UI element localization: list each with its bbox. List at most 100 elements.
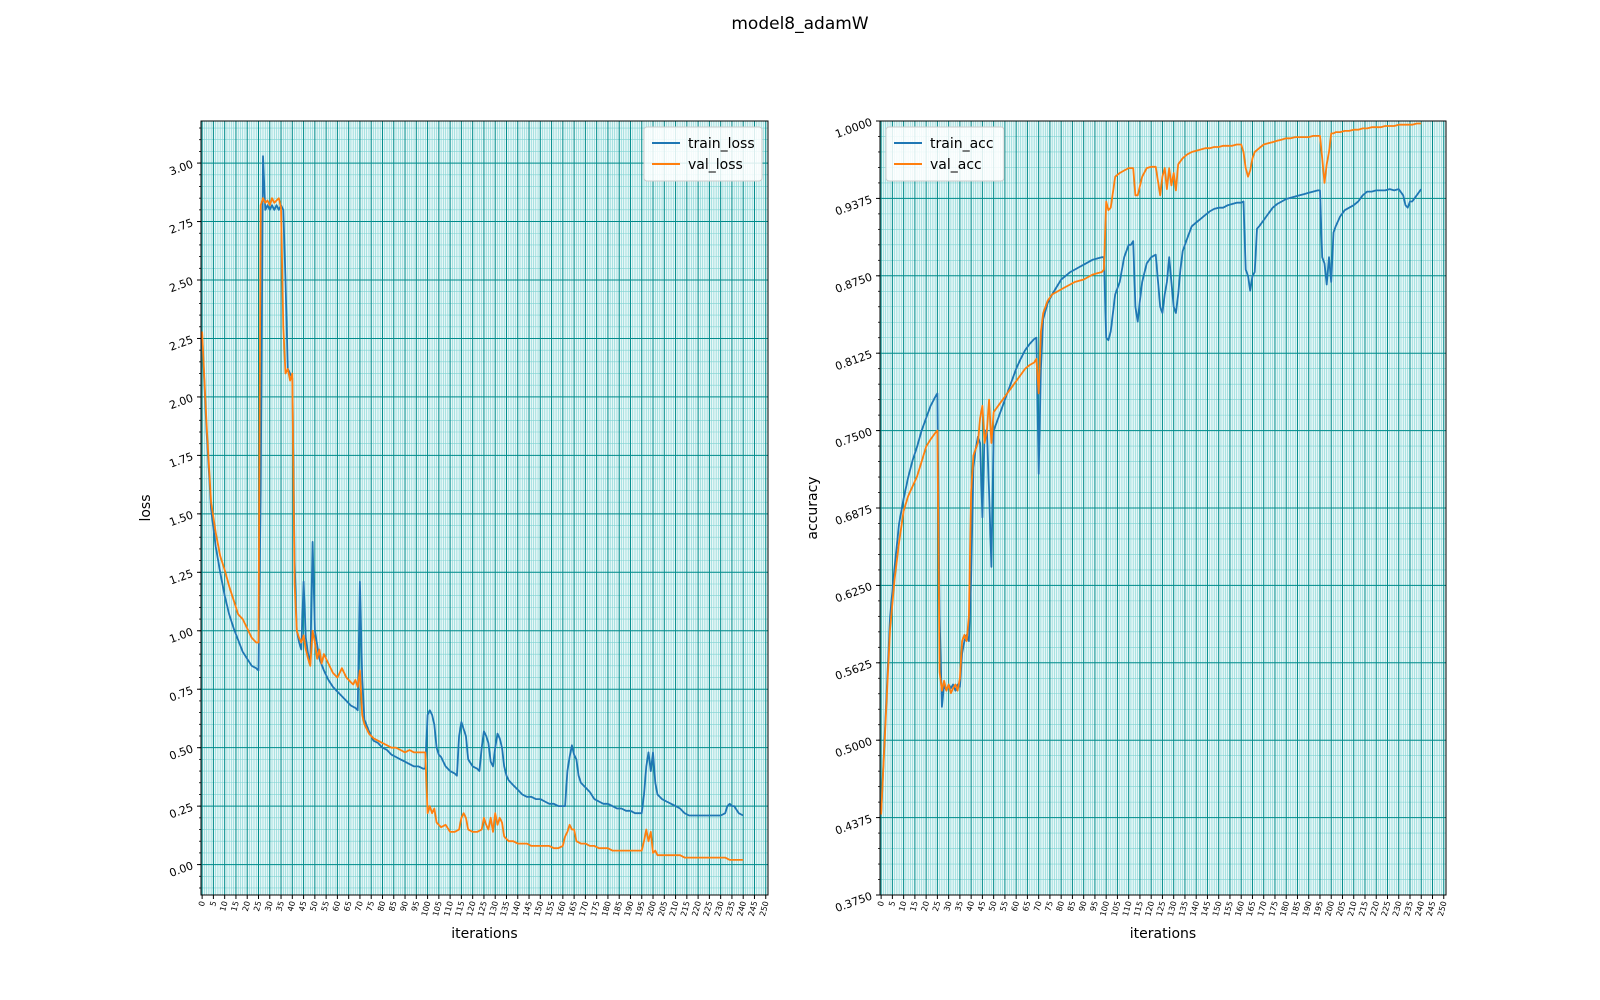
loss-chart-panel: 0 5 10 15 20 25 30 35 40 45 50 55 60 65 70 75 80 85 90 9510…: [138, 120, 771, 942]
x-tick-label: 210: [1346, 900, 1359, 917]
x-tick-label: 55: [999, 900, 1010, 912]
x-tick-label: 50: [308, 900, 319, 912]
figure-title: model8_adamW: [731, 14, 869, 34]
x-tick-label: 105: [1110, 900, 1123, 917]
series-lines: [880, 122, 1422, 815]
x-tick-label: 5: [887, 900, 897, 907]
x-tick-label: 30: [263, 900, 274, 912]
y-tick-label: 0.6875: [833, 503, 874, 528]
x-tick-label: 170: [1256, 900, 1269, 917]
y-tick-label: 0.3750: [833, 890, 874, 915]
x-tick-label: 195: [634, 900, 647, 917]
x-tick-label: 245: [747, 900, 760, 917]
y-tick-label: 0.9375: [833, 193, 874, 218]
x-tick-label: 95: [1089, 900, 1100, 912]
y-axis-label: accuracy: [805, 476, 821, 539]
x-tick-label: 5: [208, 900, 218, 907]
x-tick-label: 85: [1066, 900, 1077, 912]
x-tick-label: 235: [1402, 900, 1415, 917]
x-tick-label: 185: [611, 900, 624, 917]
x-tick-label: 25: [252, 900, 263, 912]
x-tick-label: 20: [241, 900, 252, 912]
y-tick-label: 1.0000: [833, 116, 874, 141]
x-tick-label: 20: [920, 900, 931, 912]
y-tick-label: 1.50: [168, 508, 195, 529]
y-tick-label: 0.8125: [833, 348, 874, 373]
x-tick-label: 205: [1335, 900, 1348, 917]
x-tick-label: 160: [555, 900, 568, 917]
x-tick-label: 35: [953, 900, 964, 912]
x-tick-label: 80: [376, 900, 387, 912]
accuracy-chart-panel: 0 5 10 15 20 25 30 35 40 45 50 55 60 65 70 75 80 85 90 9510…: [805, 116, 1449, 942]
x-tick-label: 100: [1098, 900, 1111, 917]
legend-label: val_acc: [930, 157, 982, 173]
x-tick-label: 235: [724, 900, 737, 917]
x-tick-label: 70: [354, 900, 365, 912]
x-tick-label: 125: [1155, 900, 1168, 917]
x-tick-label: 225: [702, 900, 715, 917]
x-tick-label: 65: [1021, 900, 1032, 912]
y-tick-label: 2.25: [168, 333, 195, 354]
x-tick-label: 40: [286, 900, 297, 912]
axes-frame: [879, 120, 1447, 896]
x-tick-label: 30: [942, 900, 953, 912]
x-tick-label: 230: [713, 900, 726, 917]
y-tick-label: 0.5000: [833, 735, 874, 760]
x-tick-label: 110: [442, 900, 455, 917]
x-tick-label: 190: [623, 900, 636, 917]
legend: train_loss val_loss: [643, 126, 763, 182]
x-tick-label: 240: [1414, 900, 1427, 917]
x-tick-label: 25: [931, 900, 942, 912]
x-tick-label: 145: [1200, 900, 1213, 917]
y-tick-label: 0.6250: [833, 580, 874, 605]
y-tick-label: 1.25: [168, 567, 195, 588]
x-tick-label: 100: [420, 900, 433, 917]
x-tick-label: 220: [690, 900, 703, 917]
y-axis-label: loss: [138, 494, 154, 521]
x-tick-label: 140: [510, 900, 523, 917]
y-tick-label: 0.5625: [833, 657, 874, 682]
y-tick-label: 0.7500: [833, 425, 874, 450]
x-tick-label: 190: [1301, 900, 1314, 917]
legend-label: val_loss: [688, 157, 743, 173]
x-tick-label: 10: [897, 900, 908, 912]
x-tick-label: 135: [499, 900, 512, 917]
x-tick-label: 0: [197, 900, 207, 907]
x-tick-label: 85: [387, 900, 398, 912]
x-tick-label: 105: [431, 900, 444, 917]
x-tick-label: 15: [908, 900, 919, 912]
x-tick-label: 155: [544, 900, 557, 917]
x-tick-label: 40: [965, 900, 976, 912]
x-tick-label: 125: [476, 900, 489, 917]
x-tick-label: 90: [399, 900, 410, 912]
y-tick-label: 0.75: [168, 684, 195, 705]
x-tick-label: 175: [1267, 900, 1280, 917]
x-tick-label: 210: [668, 900, 681, 917]
legend-box: [885, 126, 1005, 182]
y-tick-label: 1.75: [168, 450, 195, 471]
x-tick-label: 200: [645, 900, 658, 917]
y-tick-label: 0.25: [168, 801, 195, 822]
x-tick-label: 115: [1132, 900, 1145, 917]
x-tick-label: 150: [533, 900, 546, 917]
x-tick-label: 140: [1188, 900, 1201, 917]
x-tick-label: 15: [230, 900, 241, 912]
axes-frame: [200, 120, 769, 896]
x-tick-label: 165: [1245, 900, 1258, 917]
x-axis-label: iterations: [1130, 926, 1196, 942]
y-tick-label: 0.8750: [833, 270, 874, 295]
x-tick-label: 180: [1278, 900, 1291, 917]
x-tick-label: 95: [410, 900, 421, 912]
x-tick-label: 60: [1010, 900, 1021, 912]
y-tick-label: 2.00: [168, 392, 195, 413]
x-tick-label: 115: [454, 900, 467, 917]
x-tick-label: 70: [1032, 900, 1043, 912]
x-tick-label: 80: [1055, 900, 1066, 912]
x-tick-label: 90: [1077, 900, 1088, 912]
y-tick-label: 3.00: [168, 158, 195, 179]
x-tick-label: 130: [1166, 900, 1179, 917]
x-tick-label: 205: [657, 900, 670, 917]
x-tick-label: 250: [758, 900, 771, 917]
series-line-val-loss: [201, 197, 744, 861]
